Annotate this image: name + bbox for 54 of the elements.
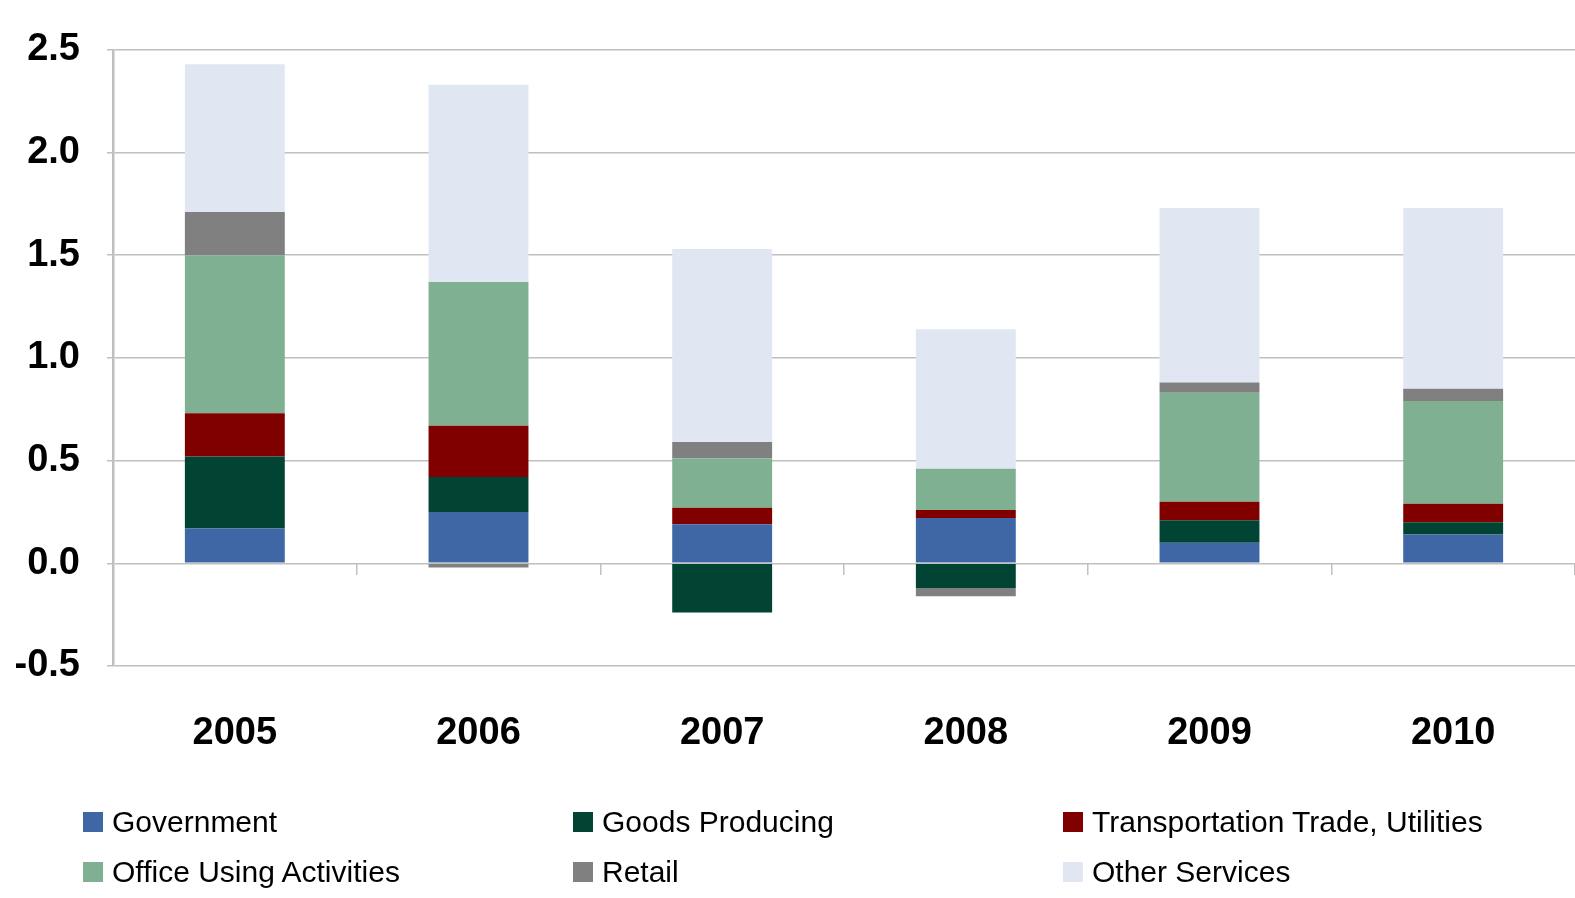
- legend-label: Office Using Activities: [112, 854, 400, 890]
- bar: [1159, 392, 1260, 502]
- bar: [428, 425, 529, 478]
- x-tick-label: 2009: [1167, 710, 1252, 753]
- y-tick-label: 2.0: [27, 128, 80, 171]
- y-tick-label: 1.5: [27, 231, 80, 274]
- x-tick-label: 2006: [436, 710, 521, 753]
- bar: [915, 564, 1016, 588]
- legend-label: Goods Producing: [602, 804, 834, 840]
- x-tick-label: 2007: [679, 710, 765, 753]
- bar: [184, 413, 285, 457]
- y-tick-label: 2.5: [27, 26, 80, 69]
- legend-label: Transportation Trade, Utilities: [1092, 804, 1483, 840]
- bar: [184, 528, 285, 563]
- bar: [1403, 503, 1504, 523]
- bar: [1403, 522, 1504, 535]
- legend-label: Government: [112, 804, 278, 840]
- bar: [428, 84, 529, 282]
- bar: [672, 249, 773, 443]
- bar: [1403, 534, 1504, 563]
- x-tick-label: 2008: [923, 710, 1009, 753]
- bar: [915, 329, 1016, 469]
- x-tick-label: 2010: [1410, 710, 1496, 753]
- legend-label: Retail: [602, 854, 679, 890]
- bar: [428, 511, 529, 563]
- bar: [184, 212, 285, 256]
- bar: [1403, 401, 1504, 504]
- bar: [915, 468, 1016, 510]
- bar: [184, 64, 285, 213]
- y-tick-label: 0.0: [27, 539, 80, 582]
- bar: [1159, 382, 1260, 393]
- bar: [672, 524, 773, 563]
- bar: [428, 477, 529, 512]
- bar: [672, 442, 773, 459]
- bar: [672, 564, 773, 613]
- bar: [1159, 520, 1260, 543]
- bar: [672, 507, 773, 525]
- x-tick-label: 2005: [192, 710, 278, 753]
- bar: [428, 281, 529, 426]
- bar: [672, 458, 773, 508]
- legend-label: Other Services: [1092, 854, 1291, 890]
- y-tick-label: 0.5: [27, 437, 80, 480]
- bar: [1403, 388, 1504, 402]
- bar: [1159, 501, 1260, 521]
- y-tick-label: -0.5: [14, 642, 80, 685]
- bar: [184, 255, 285, 414]
- bar: [1159, 542, 1260, 563]
- bar: [915, 518, 1016, 563]
- bar: [915, 509, 1016, 519]
- y-tick-label: 1.0: [27, 334, 80, 377]
- bar: [1159, 207, 1260, 383]
- bar: [915, 587, 1016, 597]
- bar: [1403, 207, 1504, 389]
- bar: [184, 456, 285, 529]
